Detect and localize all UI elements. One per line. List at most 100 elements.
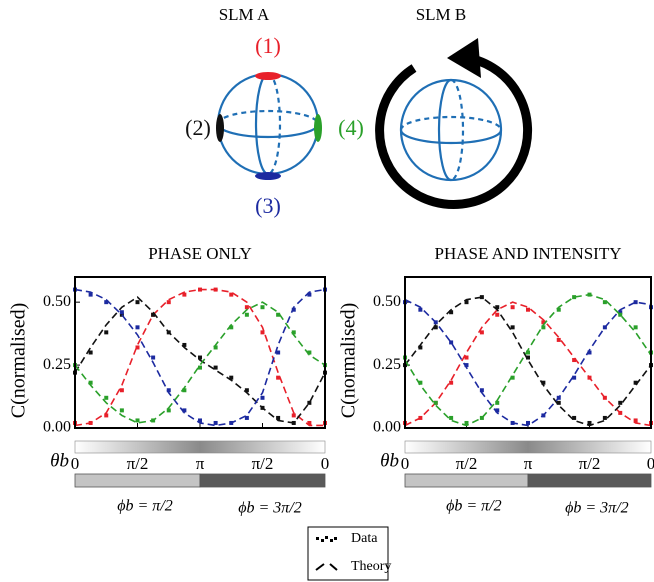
data-point: [526, 421, 530, 425]
data-point: [634, 325, 638, 329]
data-point: [449, 381, 453, 385]
theta-bar: [75, 441, 325, 453]
pole-marker: [255, 172, 281, 180]
data-point: [245, 416, 249, 420]
data-point: [588, 421, 592, 425]
data-point: [167, 408, 171, 412]
theory-line: [405, 302, 651, 425]
point-label: (4): [338, 115, 364, 140]
data-point: [557, 401, 561, 405]
data-point: [588, 293, 592, 297]
data-point: [511, 325, 515, 329]
data-point: [541, 413, 545, 417]
data-point: [634, 418, 638, 422]
data-point: [511, 376, 515, 380]
data-point: [229, 293, 233, 297]
data-point: [572, 295, 576, 299]
x-tick-label: π: [196, 454, 205, 473]
x-tick-label: π: [524, 454, 533, 473]
data-point: [89, 293, 93, 297]
data-point: [418, 381, 422, 385]
data-point: [526, 308, 530, 312]
data-point: [541, 381, 545, 385]
data-point: [229, 376, 233, 380]
data-point: [229, 421, 233, 425]
data-point: [572, 416, 576, 420]
data-point: [618, 411, 622, 415]
data-point: [245, 313, 249, 317]
data-point: [276, 416, 280, 420]
theta-bar: [405, 441, 651, 453]
data-point: [261, 396, 265, 400]
data-point: [120, 408, 124, 412]
data-point: [449, 416, 453, 420]
data-point: [89, 381, 93, 385]
x-tick-label: π/2: [127, 454, 149, 473]
phase-label: ϕb = π/2: [117, 498, 173, 515]
x-tick-label: 0: [401, 454, 410, 473]
data-point: [541, 325, 545, 329]
pole-marker: [216, 114, 224, 142]
data-point: [151, 313, 155, 317]
data-point: [198, 288, 202, 292]
data-point: [480, 295, 484, 299]
x-tick-label: 0: [71, 454, 80, 473]
y-tick-label: 0.50: [43, 293, 71, 310]
legend: Data Theory: [308, 527, 391, 580]
pole-marker: [314, 114, 322, 142]
data-point: [603, 300, 607, 304]
slm-a-label: SLM A: [219, 5, 270, 24]
point-label: (2): [185, 115, 211, 140]
data-point: [214, 366, 218, 370]
data-point: [449, 310, 453, 314]
data-point: [292, 308, 296, 312]
y-tick-label: 0.50: [373, 293, 401, 310]
data-point: [182, 343, 186, 347]
data-point: [120, 310, 124, 314]
data-point: [511, 305, 515, 309]
phase-label: ϕb = 3π/2: [238, 500, 302, 517]
x-tick-label: 0: [647, 454, 654, 473]
data-point: [618, 313, 622, 317]
data-point: [245, 388, 249, 392]
data-point: [418, 416, 422, 420]
data-point: [214, 421, 218, 425]
phase-bar: [405, 474, 528, 487]
data-point: [495, 305, 499, 309]
y-axis-label: C(normalised): [338, 303, 360, 419]
y-tick-label: 0.00: [43, 419, 71, 436]
data-point: [261, 305, 265, 309]
data-point: [151, 418, 155, 422]
data-point: [198, 366, 202, 370]
data-point: [136, 418, 140, 422]
x-tick-label: 0: [321, 454, 330, 473]
data-point: [572, 376, 576, 380]
data-point: [307, 293, 311, 297]
data-point: [214, 345, 218, 349]
data-point: [198, 356, 202, 360]
figure: SLM A SLM B (1) (2) (3) (4) Data Theory …: [0, 0, 654, 582]
x-tick-label: π/2: [456, 454, 478, 473]
data-point: [182, 388, 186, 392]
data-point: [292, 330, 296, 334]
data-point: [634, 300, 638, 304]
data-point: [495, 401, 499, 405]
data-point: [276, 376, 280, 380]
data-point: [89, 351, 93, 355]
phase-bar: [200, 474, 325, 487]
data-point: [104, 396, 108, 400]
x-axis-label: θb: [380, 450, 399, 471]
phase-bar: [75, 474, 200, 487]
data-point: [89, 421, 93, 425]
x-tick-label: π/2: [252, 454, 274, 473]
sphere-b: [401, 80, 501, 180]
data-point: [634, 381, 638, 385]
data-point: [292, 421, 296, 425]
series: [403, 300, 653, 426]
data-point: [418, 308, 422, 312]
data-point: [434, 320, 438, 324]
data-point: [198, 418, 202, 422]
data-point: [526, 351, 530, 355]
data-point: [449, 340, 453, 344]
legend-label: Data: [351, 531, 378, 546]
